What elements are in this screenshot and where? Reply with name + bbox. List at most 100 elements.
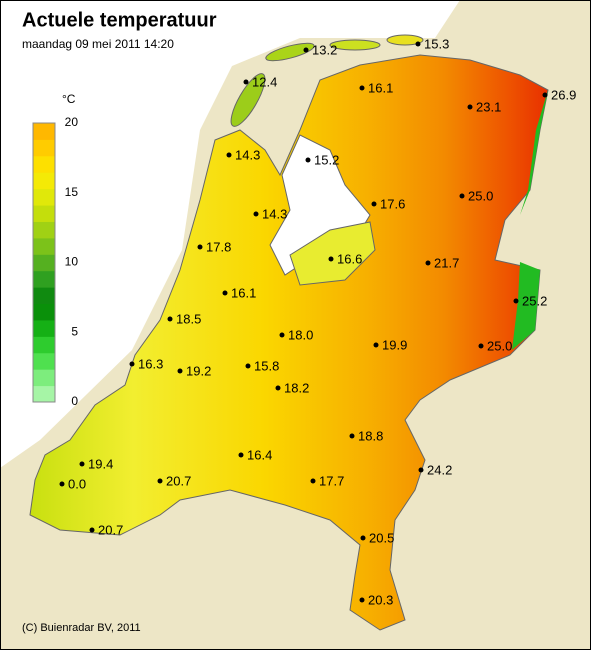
legend-tick-label: 5 [71,324,78,338]
legend-swatch [33,123,55,140]
legend-swatch [33,352,55,370]
island [329,39,381,51]
station-dot [226,152,232,158]
island [386,34,424,46]
legend-tick-label: 0 [71,394,78,408]
station-reading: 19.4 [88,456,113,471]
legend-swatch [33,188,55,206]
station-dot [245,363,251,369]
legend-swatch [33,336,55,354]
station-dot [415,41,421,47]
station-reading: 20.7 [166,473,191,488]
legend-tick-label: 10 [65,255,79,269]
station-dot [371,201,377,207]
legend-swatch [33,369,55,387]
station-reading: 26.9 [551,87,576,102]
subtitle: maandag 09 mei 2011 14:20 [22,37,174,51]
station-reading: 20.7 [98,522,123,537]
legend-swatch [33,319,55,337]
station-reading: 0.0 [68,476,86,491]
station-reading: 20.5 [369,530,394,545]
station-reading: 16.6 [337,251,362,266]
legend-swatch [33,303,55,321]
station-dot [360,535,366,541]
station-dot [167,316,173,322]
station-dot [542,92,548,98]
station-reading: 19.9 [382,337,407,352]
legend-swatch [33,385,55,403]
legend-swatch [33,155,55,173]
station-reading: 23.1 [476,99,501,114]
station-dot [157,478,163,484]
station-dot [425,260,431,266]
station-dot [478,343,484,349]
station-reading: 20.3 [368,592,393,607]
station-dot [303,47,309,53]
station-reading: 15.2 [314,152,339,167]
island [265,42,315,62]
station-reading: 12.4 [252,74,277,89]
station-reading: 25.0 [487,338,512,353]
station-dot [279,332,285,338]
polder [289,221,376,286]
station-dot [59,481,65,487]
station-dot [310,478,316,484]
station-reading: 17.7 [319,473,344,488]
station-reading: 25.2 [522,293,547,308]
station-reading: 13.2 [312,42,337,57]
station-dot [359,85,365,91]
station-dot [238,452,244,458]
border-zone [512,262,540,350]
station-reading: 16.3 [138,356,163,371]
station-reading: 14.3 [262,206,287,221]
legend-swatch [33,221,55,239]
station-dot [418,467,424,473]
station-dot [222,290,228,296]
station-reading: 18.8 [358,428,383,443]
station-dot [275,385,281,391]
station-reading: 16.1 [231,285,256,300]
legend-swatch [33,287,55,305]
legend-swatch [33,205,55,222]
station-reading: 14.3 [235,147,260,162]
legend-tick-label: 20 [65,115,79,129]
station-reading: 17.6 [380,196,405,211]
station-dot [349,433,355,439]
station-dot [373,342,379,348]
legend-swatch [33,254,55,272]
station-reading: 18.2 [284,380,309,395]
station-dot [79,461,85,467]
station-reading: 25.0 [468,188,493,203]
station-dot [89,527,95,533]
legend-swatch [33,172,55,190]
legend-swatch [33,237,55,255]
station-reading: 19.2 [186,363,211,378]
station-dot [305,157,311,163]
legend-unit: °C [62,92,76,106]
station-dot [253,211,259,217]
station-reading: 18.0 [288,327,313,342]
station-dot [129,361,135,367]
station-reading: 21.7 [434,255,459,270]
station-reading: 18.5 [176,311,201,326]
station-dot [467,104,473,110]
station-dot [513,298,519,304]
station-reading: 24.2 [427,462,452,477]
legend-tick-label: 15 [65,185,79,199]
station-reading: 15.3 [424,36,449,51]
copyright: (C) Buienradar BV, 2011 [22,622,141,634]
netherlands [29,54,549,631]
station-reading: 15.8 [254,358,279,373]
station-dot [197,244,203,250]
station-reading: 16.1 [368,80,393,95]
station-dot [177,368,183,374]
border-zone [520,90,548,215]
island [230,73,266,127]
station-dot [328,256,334,262]
legend-swatch [33,139,55,157]
station-dot [359,597,365,603]
station-dot [459,193,465,199]
station-dot [243,79,249,85]
sea [0,0,460,468]
